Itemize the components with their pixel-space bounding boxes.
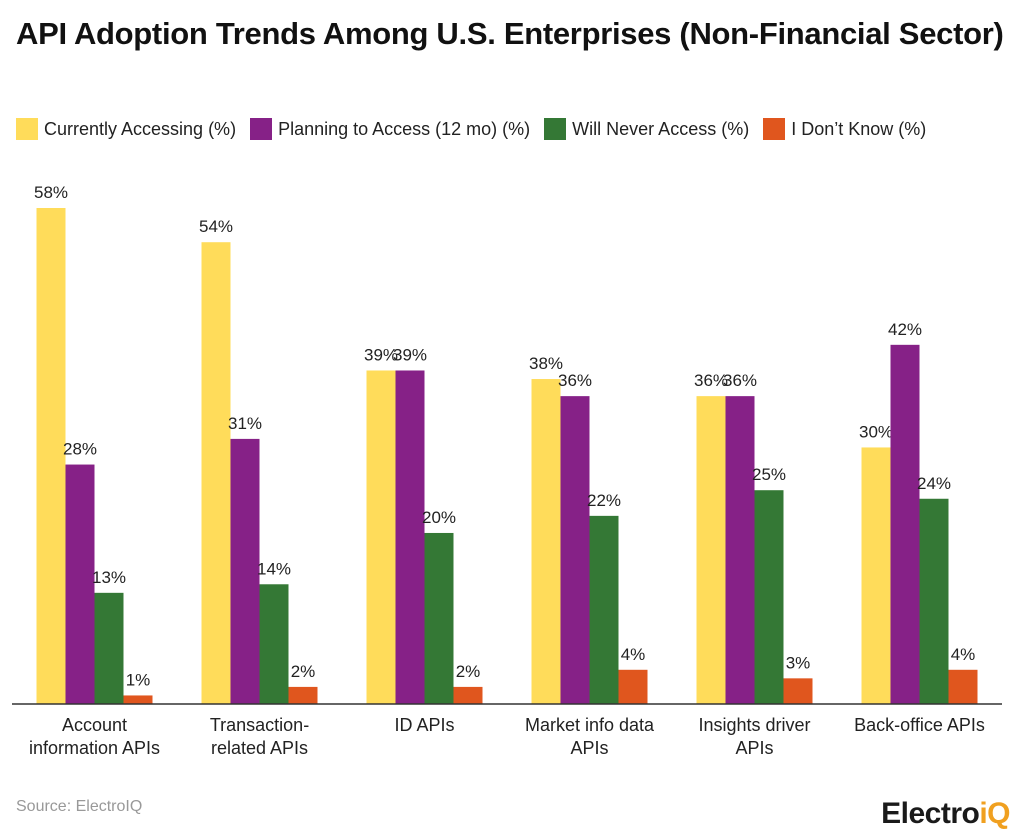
bar [783, 678, 813, 704]
data-label: 39% [393, 345, 427, 364]
bar [890, 344, 920, 704]
bar [453, 686, 483, 704]
data-label: 13% [92, 568, 126, 587]
x-tick-label: Insights driver [698, 715, 810, 735]
data-label: 20% [422, 508, 456, 527]
data-label: 22% [587, 491, 621, 510]
bar [36, 208, 66, 704]
x-tick-label: information APIs [29, 738, 160, 758]
bar [259, 584, 289, 704]
bar [201, 242, 231, 704]
data-label: 3% [786, 653, 811, 672]
bar [230, 438, 260, 704]
bar [395, 370, 425, 704]
x-tick-label: related APIs [211, 738, 308, 758]
legend-label: Currently Accessing (%) [44, 118, 237, 139]
bar [696, 396, 726, 704]
legend-item: I Don’t Know (%) [763, 118, 926, 140]
data-label: 4% [621, 645, 646, 664]
legend-swatch [763, 118, 786, 140]
legend-swatch [544, 118, 567, 140]
bar [725, 396, 755, 704]
chart-title: API Adoption Trends Among U.S. Enterpris… [16, 16, 1004, 51]
legend-item: Currently Accessing (%) [16, 118, 236, 140]
x-tick-label: Market info data [525, 715, 655, 735]
bar [531, 379, 561, 704]
data-label: 24% [917, 474, 951, 493]
data-label: 42% [888, 320, 922, 339]
bar [424, 532, 454, 704]
data-label: 31% [228, 414, 262, 433]
bar [919, 498, 949, 704]
bar [288, 686, 318, 704]
source-note: Source: ElectroIQ [16, 798, 143, 815]
bar [65, 464, 95, 704]
x-tick-label: Transaction- [210, 715, 309, 735]
x-tick-label: APIs [735, 738, 773, 758]
bar [754, 490, 784, 704]
x-tick-label: Back-office APIs [854, 715, 985, 735]
data-label: 28% [63, 440, 97, 459]
data-label: 25% [752, 465, 786, 484]
data-label: 39% [364, 345, 398, 364]
electroiq-logo: ElectroiQ [881, 797, 1010, 830]
bar [366, 370, 396, 704]
bar [618, 669, 648, 704]
legend-item: Will Never Access (%) [544, 118, 749, 140]
x-tick-label: ID APIs [394, 715, 454, 735]
data-label: 2% [291, 662, 316, 681]
legend-label: Planning to Access (12 mo) (%) [278, 118, 531, 139]
data-label: 1% [126, 670, 151, 689]
data-label: 36% [723, 371, 757, 390]
data-label: 36% [558, 371, 592, 390]
bar [589, 515, 619, 704]
data-label: 54% [199, 217, 233, 236]
legend-swatch [16, 118, 38, 140]
legend-swatch [250, 118, 273, 140]
bar [94, 592, 124, 704]
bar [560, 396, 590, 704]
x-tick-label: APIs [570, 738, 608, 758]
bar [123, 695, 153, 704]
data-label: 14% [257, 559, 291, 578]
legend-label: Will Never Access (%) [572, 118, 750, 139]
legend-item: Planning to Access (12 mo) (%) [250, 118, 530, 140]
bar [861, 447, 891, 704]
legend-label: I Don’t Know (%) [791, 118, 927, 139]
data-label: 4% [951, 645, 976, 664]
data-label: 36% [694, 371, 728, 390]
data-label: 30% [859, 422, 893, 441]
x-tick-label: Account [62, 715, 127, 735]
bar [948, 669, 978, 704]
data-label: 38% [529, 354, 563, 373]
legend: Currently Accessing (%) Planning to Acces… [16, 118, 926, 140]
data-label: 2% [456, 662, 481, 681]
data-label: 58% [34, 183, 68, 202]
